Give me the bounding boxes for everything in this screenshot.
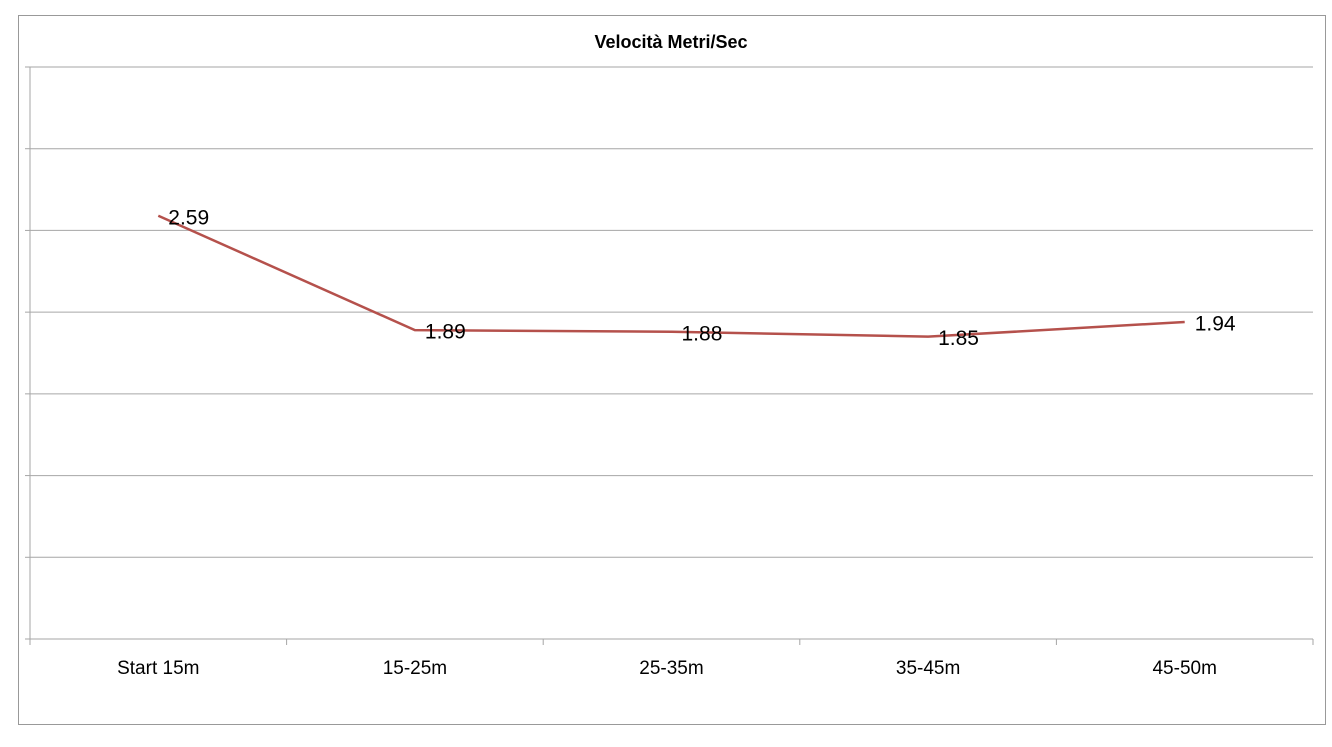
- x-tick-label: 35-45m: [896, 658, 960, 679]
- chart-title: Velocità Metri/Sec: [594, 32, 747, 52]
- x-tick-label: 45-50m: [1152, 658, 1216, 679]
- data-label: 1.85: [938, 327, 979, 350]
- x-tick-label: 25-35m: [639, 658, 703, 679]
- data-label: 1.94: [1195, 312, 1236, 335]
- data-label: 2.59: [168, 206, 209, 229]
- x-tick-label: 15-25m: [383, 658, 447, 679]
- data-line: [157, 214, 1185, 338]
- x-tick-label: Start 15m: [117, 658, 199, 679]
- data-label: 1.89: [425, 321, 466, 344]
- data-label: 1.88: [682, 322, 723, 345]
- chart-border: [18, 15, 1326, 725]
